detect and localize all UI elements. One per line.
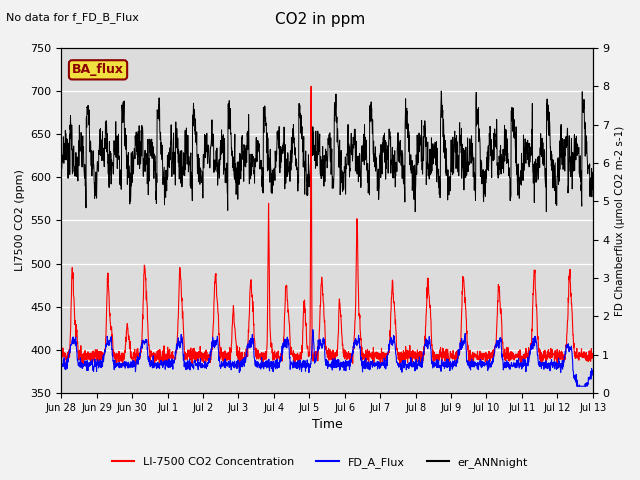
Text: No data for f_FD_B_Flux: No data for f_FD_B_Flux (6, 12, 140, 23)
Text: CO2 in ppm: CO2 in ppm (275, 12, 365, 27)
X-axis label: Time: Time (312, 419, 342, 432)
Y-axis label: FD Chamberflux (μmol CO2 m-2 s-1): FD Chamberflux (μmol CO2 m-2 s-1) (615, 125, 625, 315)
Legend: LI-7500 CO2 Concentration, FD_A_Flux, er_ANNnight: LI-7500 CO2 Concentration, FD_A_Flux, er… (108, 452, 532, 472)
Text: BA_flux: BA_flux (72, 63, 124, 76)
Y-axis label: LI7500 CO2 (ppm): LI7500 CO2 (ppm) (15, 169, 25, 271)
